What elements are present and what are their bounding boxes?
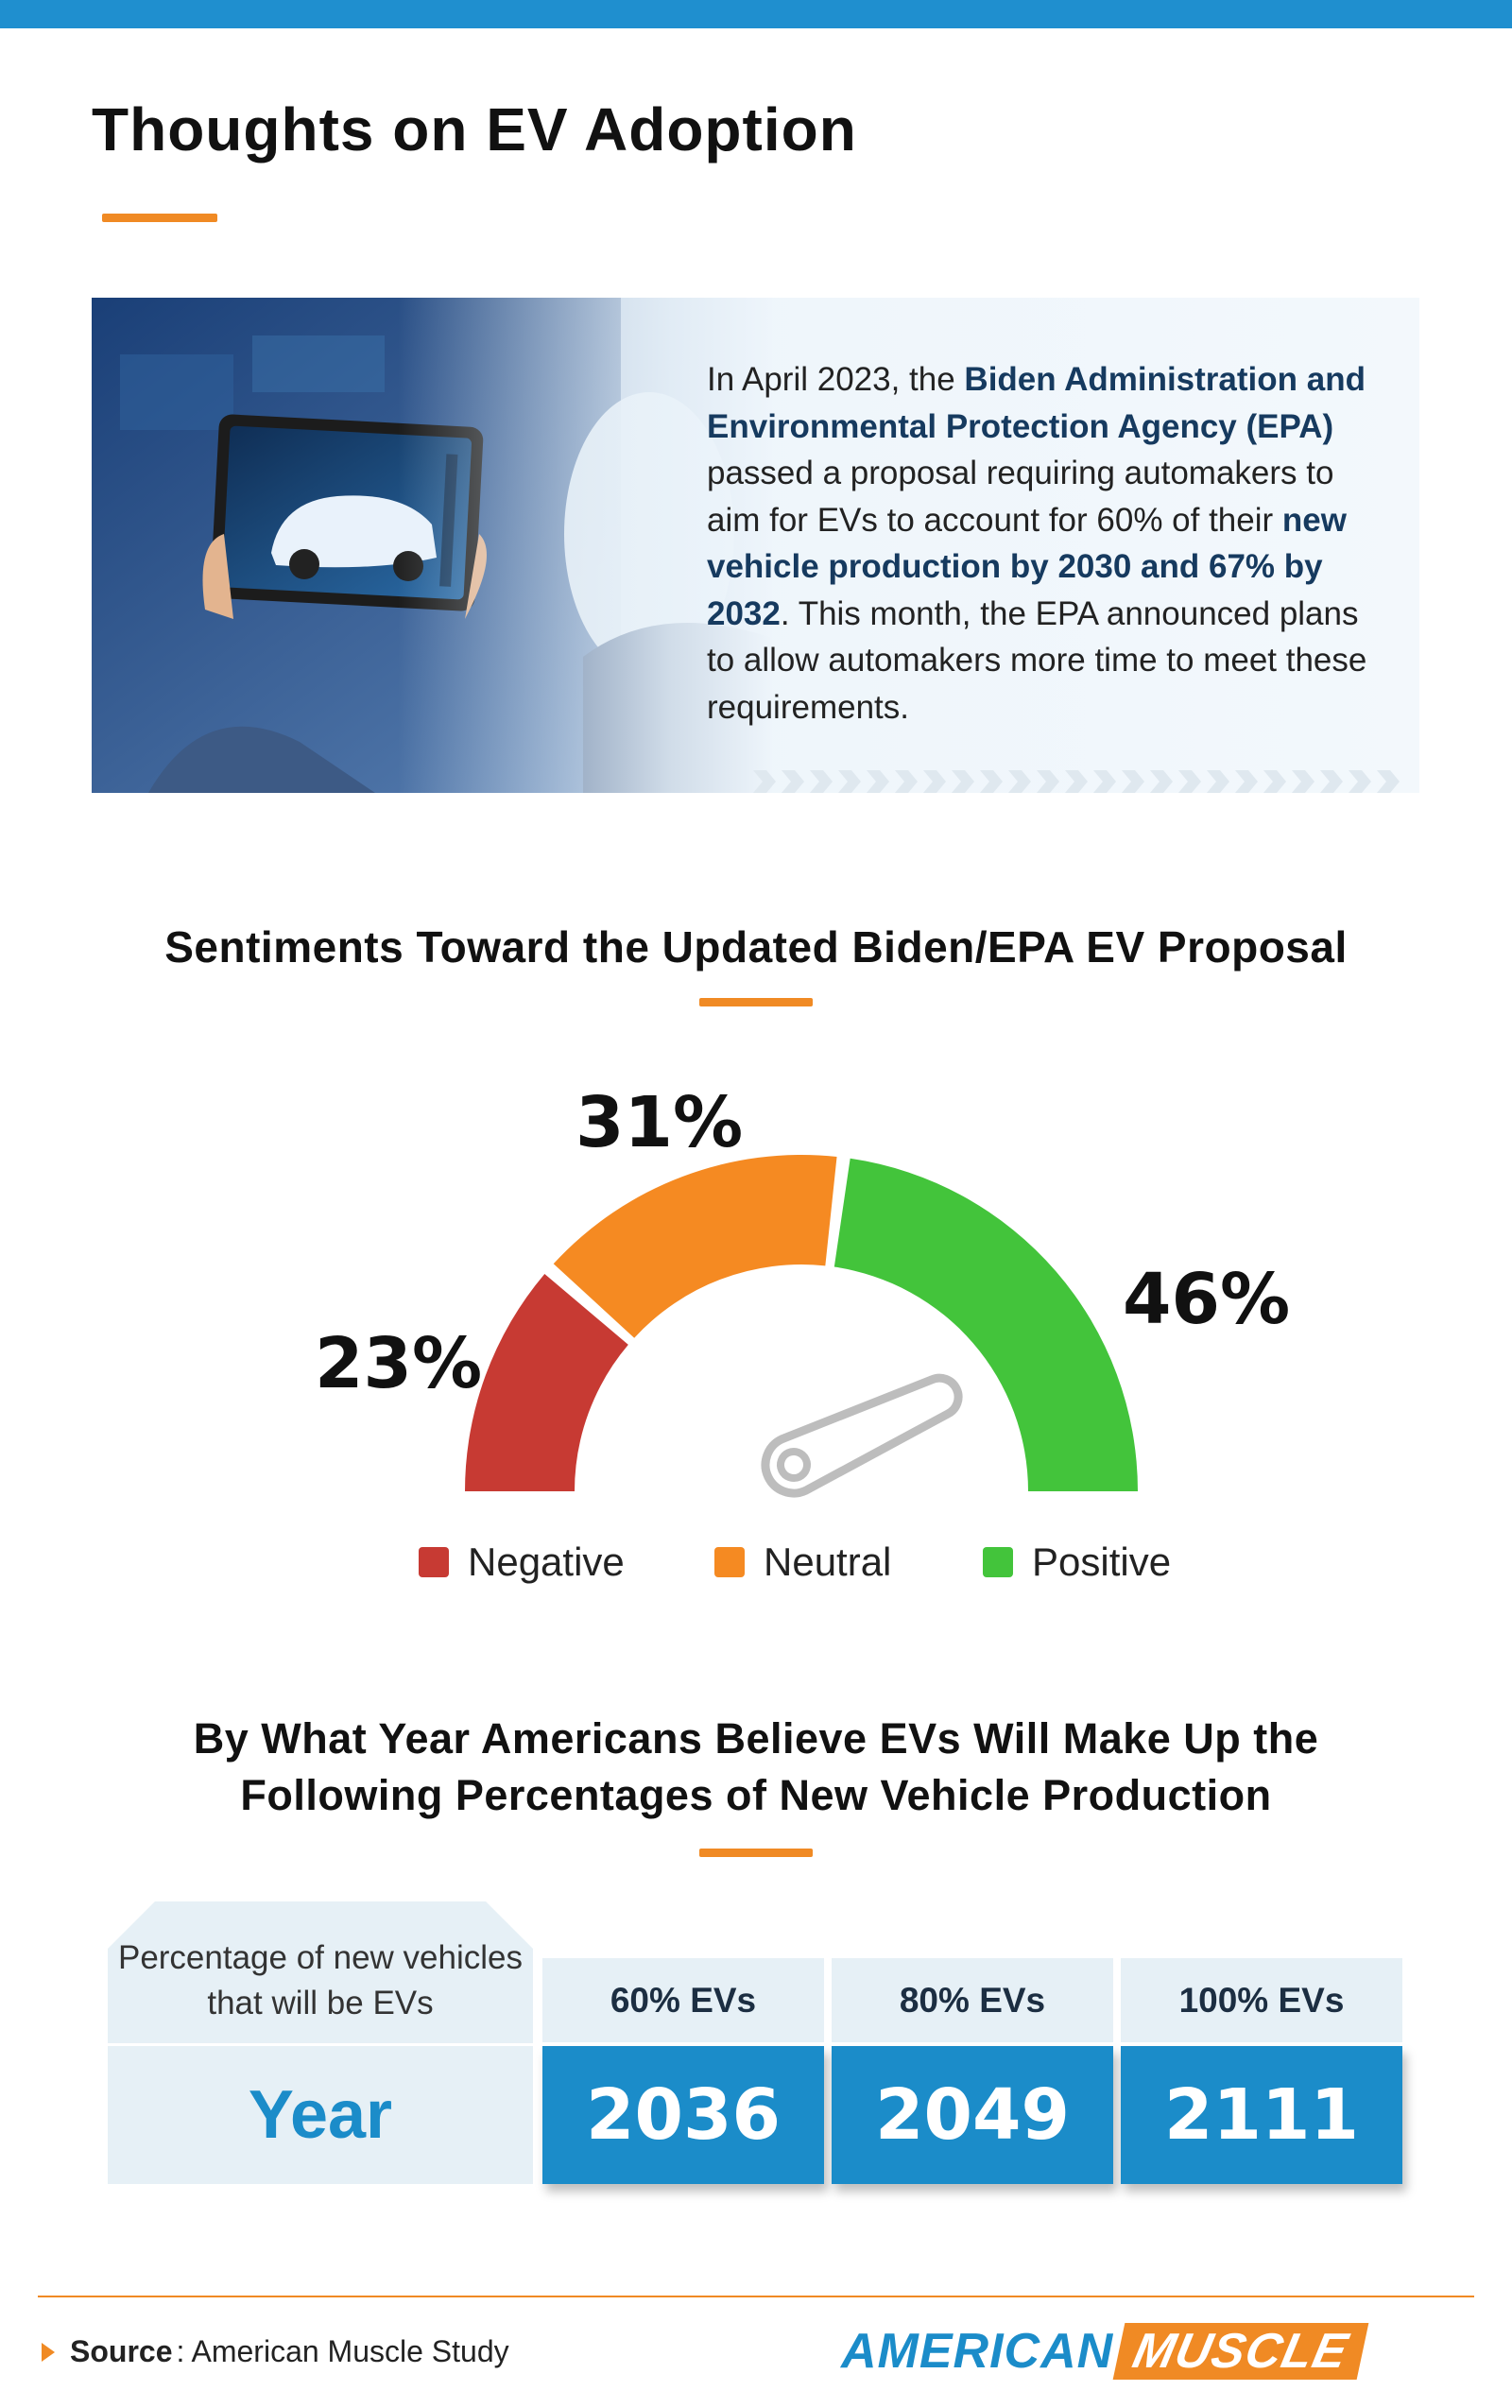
year-value-100: 2111 [1121, 2046, 1402, 2184]
source-note: Source: American Muscle Study [38, 2334, 509, 2369]
column-header-100: 100% EVs [1121, 1958, 1402, 2042]
slice-label-negative: 23% [315, 1323, 483, 1404]
intro-bold-part: Biden Administration and Environmental P… [707, 361, 1366, 445]
slice-label-positive: 46% [1123, 1259, 1291, 1340]
column-header-60: 60% EVs [542, 1958, 824, 2042]
legend-swatch-positive [983, 1547, 1013, 1577]
gauge-slice-neutral [553, 1155, 837, 1338]
row-label-year: Year [108, 2046, 533, 2184]
year-title-line1: By What Year Americans Believe EVs Will … [193, 1714, 1319, 1763]
legend-item-neutral: Neutral [714, 1539, 891, 1586]
year-value-80: 2049 [832, 2046, 1113, 2184]
top-bar [0, 0, 1512, 28]
gauge-slice-positive [833, 1158, 1138, 1491]
column-header-80: 80% EVs [832, 1958, 1113, 2042]
legend-swatch-neutral [714, 1547, 745, 1577]
slice-label-neutral: 31% [576, 1082, 744, 1163]
legend-label-neutral: Neutral [764, 1539, 892, 1584]
table-header-label: Percentage of new vehicles that will be … [117, 1939, 524, 2021]
chevron-stripe-decoration [753, 770, 1400, 793]
footer-divider [38, 2296, 1474, 2297]
gauge-needle-icon [761, 1373, 963, 1498]
legend-label-negative: Negative [468, 1539, 625, 1584]
source-text: : American Muscle Study [176, 2334, 509, 2368]
title-accent-line [102, 214, 217, 222]
logo-text-muscle: MUSCLE [1112, 2323, 1369, 2380]
intro-part: . This month, the EPA announced plans to… [707, 594, 1367, 726]
year-title-line2: Following Percentages of New Vehicle Pro… [240, 1771, 1272, 1819]
legend-label-positive: Positive [1032, 1539, 1172, 1584]
sentiment-gauge [465, 1155, 1138, 1498]
logo-text-american: AMERICAN [841, 2324, 1114, 2379]
year-section-title: By What Year Americans Believe EVs Will … [0, 1711, 1512, 1824]
intro-panel: In April 2023, the Biden Administration … [92, 298, 1419, 793]
intro-text: In April 2023, the Biden Administration … [707, 356, 1368, 731]
photo-fade-overlay [92, 298, 772, 793]
sentiment-accent-line [699, 998, 813, 1006]
legend-item-negative: Negative [419, 1539, 625, 1586]
gauge-slice-negative [465, 1273, 628, 1491]
legend-swatch-negative [419, 1547, 449, 1577]
year-value-60: 2036 [542, 2046, 824, 2184]
page-title: Thoughts on EV Adoption [92, 95, 857, 163]
intro-bold-part: new vehicle production by 2030 and 67% b… [707, 501, 1347, 632]
legend-item-positive: Positive [983, 1539, 1171, 1586]
american-muscle-logo: AMERICAN MUSCLE [841, 2323, 1369, 2380]
source-label: Source [70, 2334, 173, 2368]
intro-part: passed a proposal requiring automakers t… [707, 455, 1334, 539]
intro-part: In April 2023, the [707, 361, 965, 398]
caret-right-icon [42, 2342, 55, 2362]
table-corner-cell [108, 1901, 533, 2043]
sentiment-title: Sentiments Toward the Updated Biden/EPA … [164, 922, 1348, 972]
year-accent-line [699, 1849, 813, 1857]
